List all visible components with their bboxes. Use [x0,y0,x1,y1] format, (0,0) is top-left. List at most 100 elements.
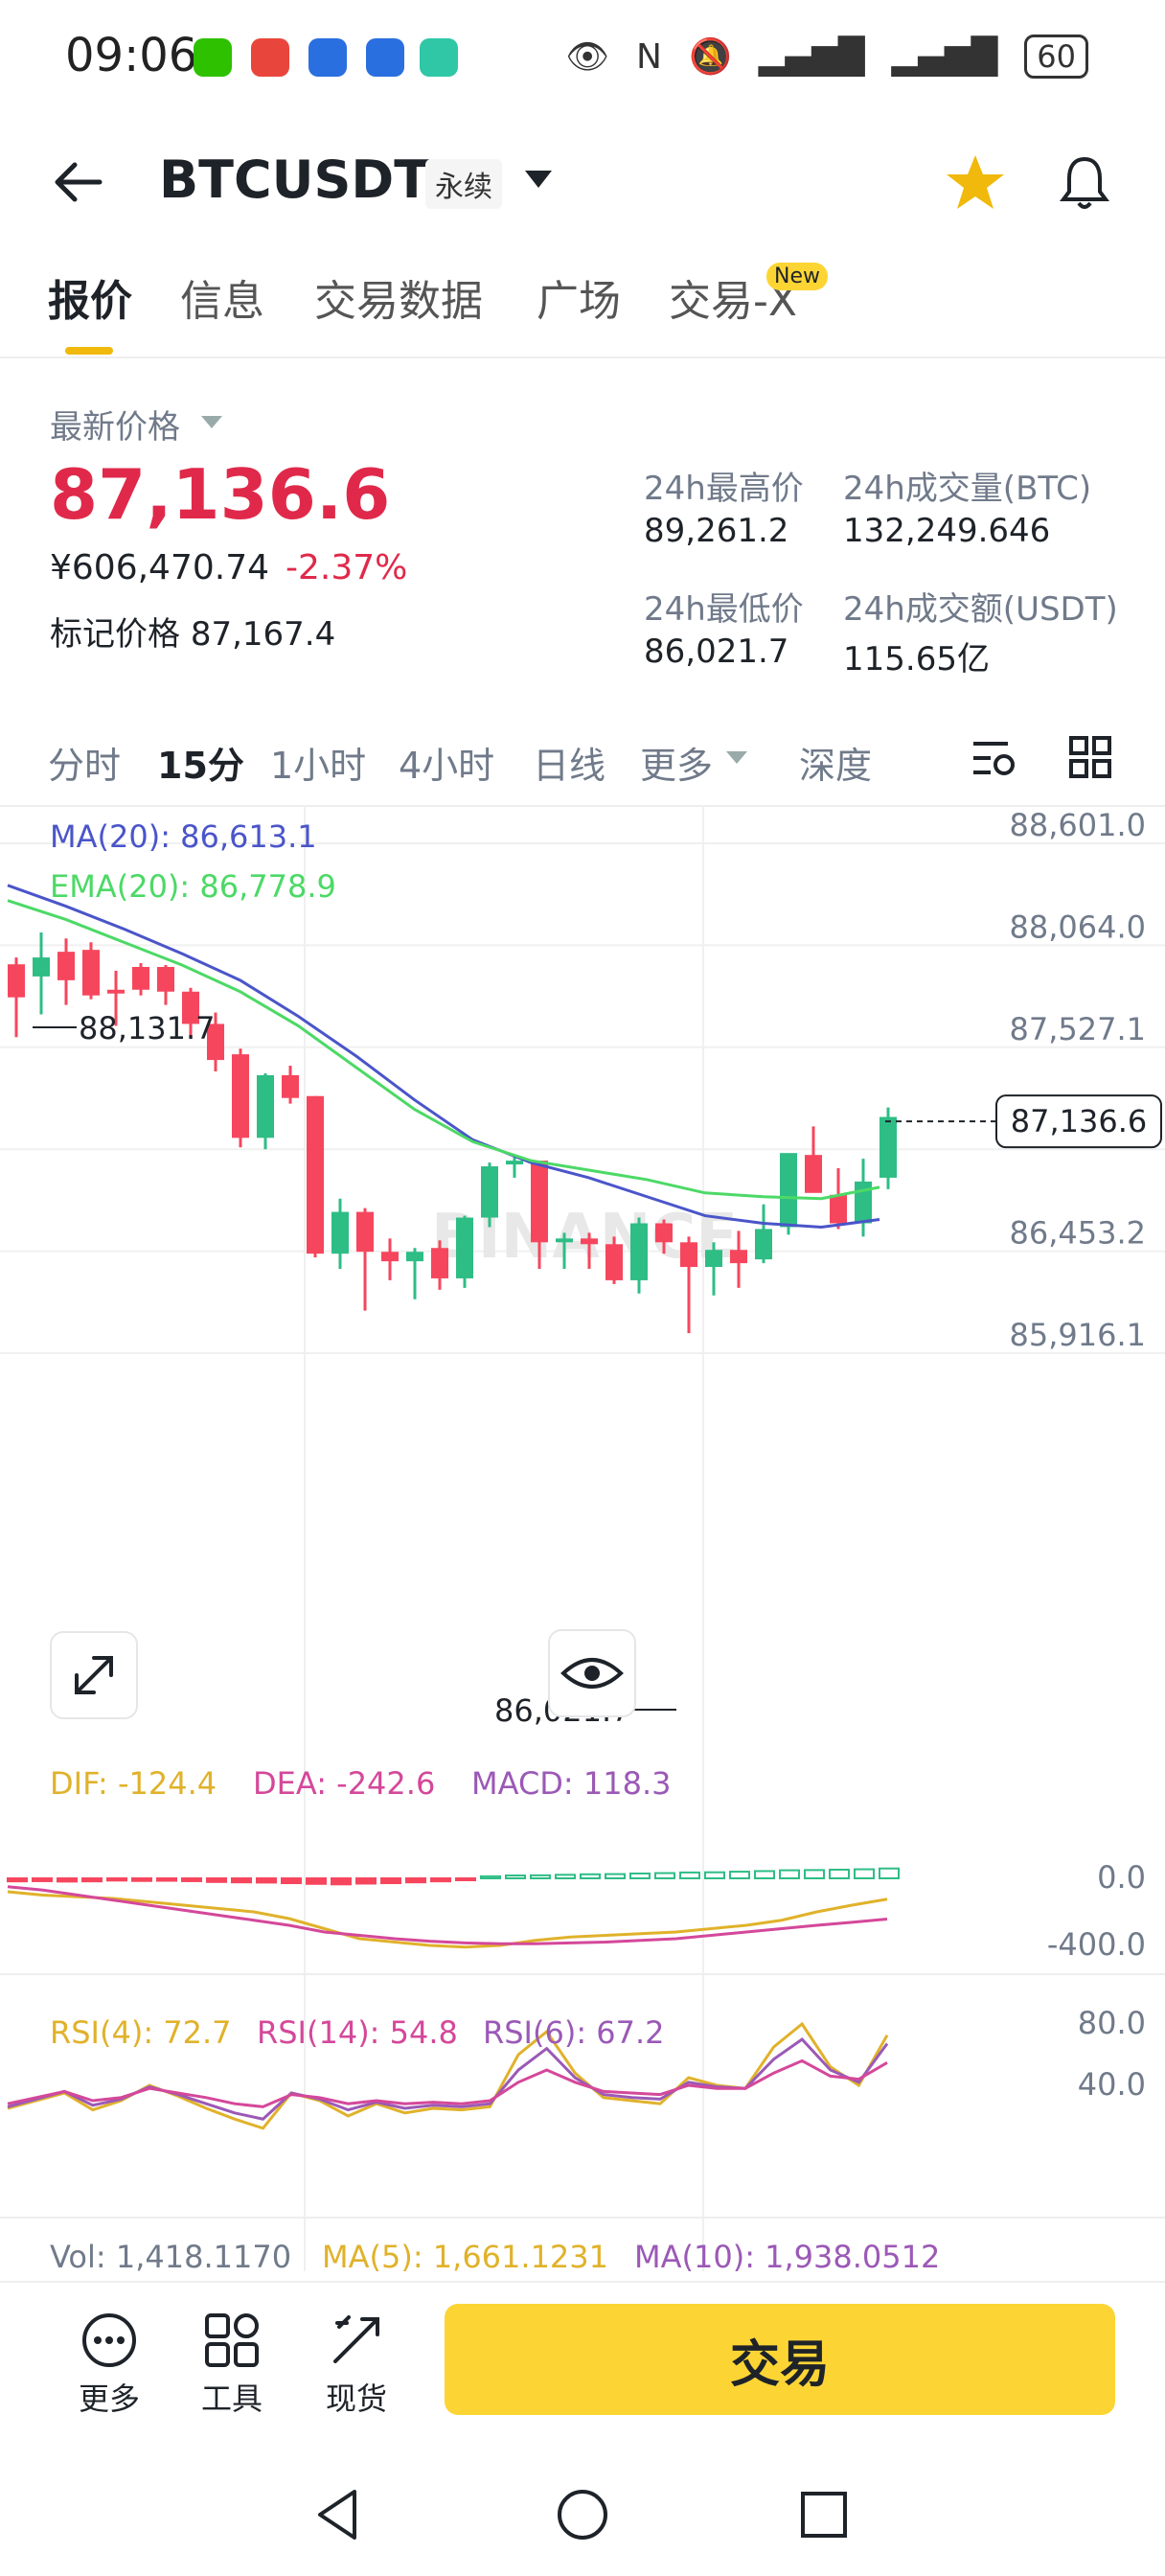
ma-legend: MA(20): 86,613.1 [50,818,317,855]
interval-15m[interactable]: 15分 [157,745,244,787]
interval-4h[interactable]: 4小时 [399,745,495,787]
candle-body [506,1161,523,1165]
rsi-axis-label: 80.0 [1078,2005,1146,2041]
rsi6-legend: RSI(6): 67.2 [483,2014,665,2051]
interval-more[interactable]: 更多 [640,745,714,787]
symbol-title[interactable]: BTCUSDT [159,150,430,210]
favorite-star-icon[interactable] [945,151,1006,213]
low-24h-label: 24h最低价 [644,590,804,629]
depth-tab[interactable]: 深度 [799,745,873,787]
candle-body [282,1074,299,1098]
app-notification-icon [308,38,347,77]
candle-body [755,1229,772,1260]
candle-body [57,952,75,980]
chevron-down-icon[interactable] [726,751,747,764]
candle-body [157,966,174,992]
macd-histogram-bar [306,1877,327,1885]
tools-button[interactable]: 工具 [184,2310,280,2419]
grid-layout-icon[interactable] [1067,734,1113,780]
fullscreen-button[interactable] [50,1631,138,1719]
candle-body [730,1250,747,1264]
interval-time[interactable]: 分时 [48,745,122,787]
candle-body [132,966,149,990]
candle-body [82,950,100,996]
macd-histogram-bar [331,1877,352,1886]
candle-body [182,991,199,1024]
candle-body [207,1024,224,1061]
mark-price-value: 87,167.4 [190,615,336,654]
tools-icon [205,2313,259,2367]
macd-histogram-bar [779,1869,800,1879]
rsi14-legend: RSI(14): 54.8 [257,2014,458,2051]
spot-label: 现货 [325,2380,387,2417]
candle-body [581,1238,598,1245]
status-icons: 👁 N 🔕 ▂▄▆█ ▂▄▆█ 60 [565,34,1088,79]
bell-icon[interactable] [1054,151,1115,213]
tab-square[interactable]: 广场 [537,277,621,326]
spot-button[interactable]: 现货 [308,2310,404,2419]
macd-histogram-bar [256,1877,277,1884]
candle-body [680,1242,697,1268]
rsi6-line [7,2037,889,2121]
mark-price: 标记价格 87,167.4 [50,608,335,655]
active-tab-indicator [65,347,113,355]
candle-body [431,1248,448,1278]
macd-histogram-bar [7,1877,28,1883]
macd-histogram-bar [430,1877,451,1883]
last-price-label[interactable]: 最新价格 [50,408,180,447]
candlestick-chart[interactable]: BINANCE 88,601.088,064.087,527.186,990.1… [0,807,1165,2271]
interval-1h[interactable]: 1小时 [270,745,367,787]
app-notification-icon [366,38,404,77]
volume-usdt-value: 115.65亿 [843,640,990,678]
nav-home-icon[interactable] [552,2484,613,2545]
candle-body [406,1252,423,1262]
candle-body [33,957,50,977]
candle-body [456,1217,473,1278]
system-nav-bar [0,2453,1165,2576]
price-axis-label: 86,453.2 [1010,1215,1147,1252]
price-axis-label: 88,064.0 [1010,908,1147,945]
macd-axis-label: 0.0 [1097,1859,1146,1896]
macd-histogram-bar [530,1874,551,1879]
tab-quote[interactable]: 报价 [48,277,132,326]
contract-type-badge: 永续 [425,159,502,209]
high-24h-label: 24h最高价 [644,470,804,508]
macd-histogram-bar [480,1874,501,1880]
candle-body [381,1252,399,1262]
indicator-settings-icon[interactable] [970,734,1017,782]
nav-back-icon[interactable] [308,2484,370,2545]
macd-histogram-bar [854,1868,875,1880]
volume-btc-label: 24h成交量(BTC) [843,470,1092,508]
ma20-line [7,884,880,1229]
chevron-down-icon[interactable] [201,416,222,428]
macd-histogram-bar [380,1877,401,1885]
ema-legend: EMA(20): 86,778.9 [50,868,336,905]
macd-histogram-bar [829,1868,850,1879]
tab-bar: 报价 信息 交易数据 广场 交易-X [0,266,1165,358]
high-24h-value: 89,261.2 [644,512,789,550]
back-arrow-icon[interactable] [50,153,107,211]
tab-trading-data[interactable]: 交易数据 [314,277,483,326]
candle-body [531,1161,548,1243]
volume-btc-value: 132,249.646 [843,512,1051,550]
rsi4-legend: RSI(4): 72.7 [50,2014,232,2051]
macd-histogram-bar [654,1872,675,1880]
dea-line [7,1885,888,1945]
eye-icon: 👁 [565,37,610,77]
macd-histogram-bar [281,1877,302,1885]
more-button[interactable]: 更多 [61,2310,157,2419]
battery-icon: 60 [1024,34,1088,79]
interval-1d[interactable]: 日线 [533,745,606,787]
dif-legend: DIF: -124.4 [50,1765,217,1802]
trade-button[interactable]: 交易 [445,2304,1115,2415]
candle-body [8,964,25,998]
price-change-percent: -2.37% [286,548,408,587]
nav-recents-icon[interactable] [793,2484,855,2545]
macd-histogram-bar [580,1873,601,1880]
chevron-down-icon[interactable] [525,171,552,188]
toggle-visibility-button[interactable] [548,1629,636,1717]
candle-body [879,1116,897,1178]
volume-ma5-legend: MA(5): 1,661.1231 [322,2239,608,2271]
tab-info[interactable]: 信息 [180,277,264,326]
more-label: 更多 [78,2380,140,2417]
